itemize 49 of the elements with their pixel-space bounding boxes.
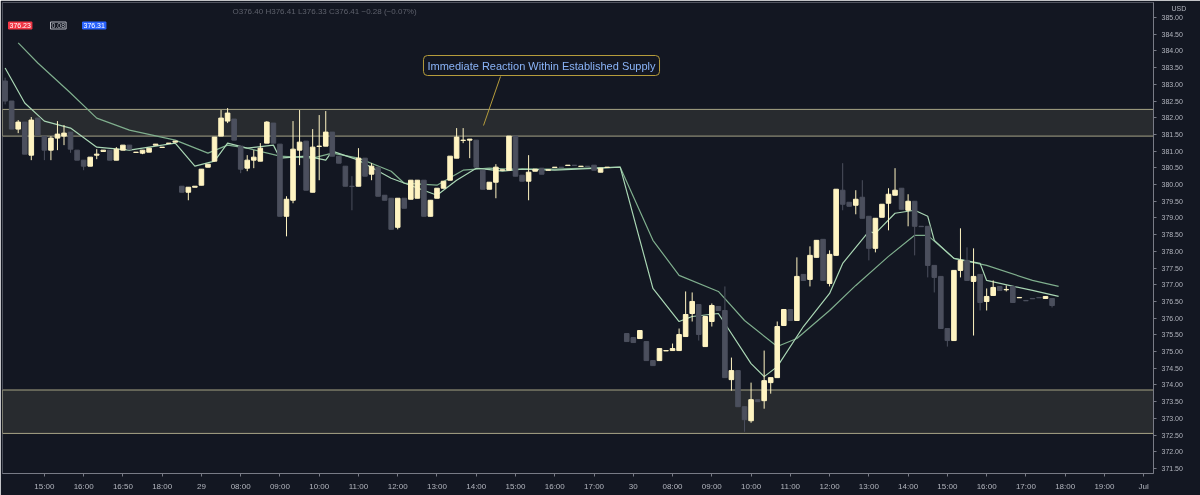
candlestick (237, 145, 244, 174)
x-tick-label: 17:00 (584, 481, 605, 491)
candlestick (264, 120, 270, 144)
candlestick (964, 246, 970, 281)
x-tick-label: 18:00 (152, 481, 173, 491)
candlestick (67, 131, 74, 154)
line-series (17, 42, 1060, 348)
x-tick-label: 13:00 (858, 481, 880, 491)
x-tick-label: 12:00 (387, 481, 409, 491)
x-tick-label: 15:00 (505, 481, 527, 491)
candlestick (970, 247, 977, 337)
x-tick-label: 08:00 (230, 481, 252, 491)
candlestick (898, 187, 905, 210)
candlestick (983, 287, 990, 311)
x-tick-label: 12:00 (819, 481, 841, 491)
candlestick (480, 169, 486, 190)
candlestick (362, 157, 368, 177)
x-tick-label: 16:00 (73, 481, 95, 491)
x-tick-label: 16:00 (544, 481, 566, 491)
candlestick (270, 122, 277, 144)
x-tick-label: 14:00 (898, 481, 919, 491)
candlestick (748, 382, 754, 424)
x-tick-label: 16:50 (112, 481, 134, 491)
x-tick-label: 08:00 (662, 481, 684, 491)
x-tick-label: 14:00 (466, 481, 487, 491)
x-tick-label: 09:00 (269, 481, 291, 491)
x-tick-label: 15:00 (34, 481, 55, 491)
candlestick (852, 189, 859, 215)
x-tick-label: 30 (628, 481, 639, 491)
x-tick-label: 15:00 (937, 481, 958, 491)
x-tick-label: 29 (196, 481, 207, 491)
x-tick-label: 16:00 (976, 481, 998, 491)
x-tick-label: Jul (1138, 481, 1150, 491)
x-tick-label: 19:00 (1094, 481, 1115, 491)
x-tick-label: 18:00 (1055, 481, 1076, 491)
candlestick (231, 118, 237, 141)
x-tick-label: 11:00 (780, 481, 801, 491)
x-tick-label: 17:00 (1015, 481, 1037, 491)
candlestick (41, 135, 48, 161)
x-tick-label: 13:00 (426, 481, 448, 491)
candlestick (905, 193, 911, 227)
annotation: Immediate Reaction Within Established Supply (427, 59, 657, 72)
candlestick (689, 291, 695, 323)
x-tick-label: 10:00 (741, 481, 762, 491)
candlestick (728, 357, 735, 392)
candlestick (525, 154, 532, 201)
x-tick-label: 09:00 (701, 481, 723, 491)
x-tick-label: 10:00 (309, 481, 330, 491)
x-tick-label: 11:00 (348, 481, 369, 491)
